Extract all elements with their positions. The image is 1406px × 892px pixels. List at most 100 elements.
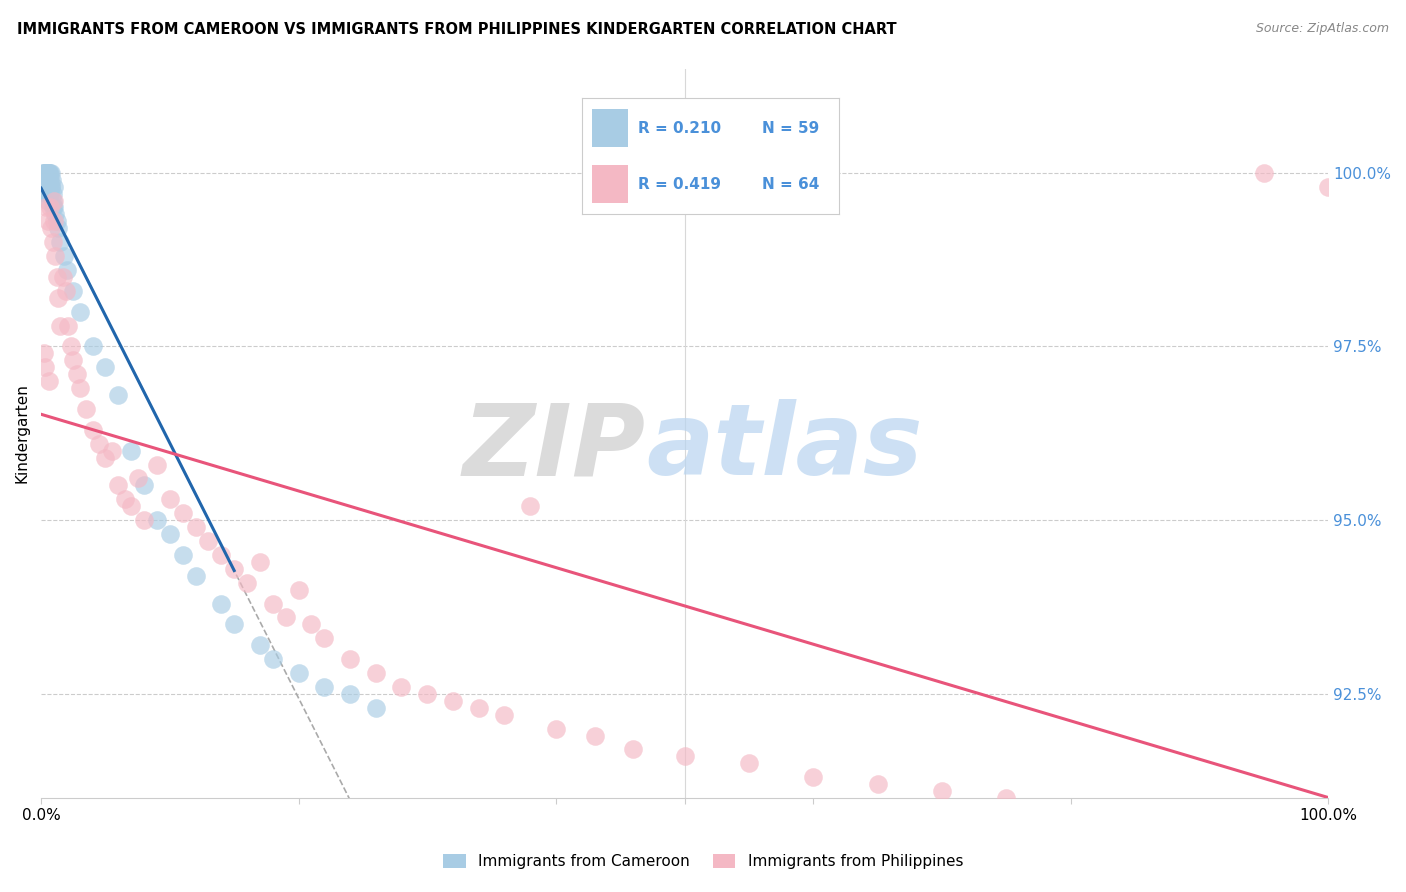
- Point: [32, 346, 55, 360]
- Point: [146, 513, 169, 527]
- Point: [127, 471, 149, 485]
- Point: [35, 166, 58, 180]
- Point: [75, 401, 97, 416]
- Point: [42, 201, 65, 215]
- Point: [339, 687, 361, 701]
- Point: [49, 235, 72, 250]
- Point: [931, 784, 953, 798]
- Point: [299, 617, 322, 632]
- Text: atlas: atlas: [645, 400, 922, 496]
- Point: [1317, 179, 1340, 194]
- Point: [224, 562, 246, 576]
- Point: [35, 166, 58, 180]
- Point: [94, 360, 117, 375]
- Point: [62, 353, 84, 368]
- Point: [45, 269, 67, 284]
- Point: [44, 249, 66, 263]
- Point: [441, 694, 464, 708]
- Point: [46, 291, 69, 305]
- Point: [236, 575, 259, 590]
- Point: [38, 186, 60, 201]
- Point: [120, 443, 142, 458]
- Point: [172, 506, 194, 520]
- Point: [42, 214, 65, 228]
- Point: [364, 665, 387, 680]
- Point: [159, 492, 181, 507]
- Point: [583, 729, 606, 743]
- Point: [69, 381, 91, 395]
- Point: [37, 179, 59, 194]
- Point: [38, 172, 60, 186]
- Point: [120, 500, 142, 514]
- Point: [391, 680, 413, 694]
- Point: [56, 263, 79, 277]
- Point: [41, 235, 63, 250]
- Point: [866, 777, 889, 791]
- Point: [249, 638, 271, 652]
- Point: [314, 632, 336, 646]
- Point: [314, 680, 336, 694]
- Point: [62, 284, 84, 298]
- Point: [107, 478, 129, 492]
- Point: [494, 707, 516, 722]
- Point: [38, 166, 60, 180]
- Point: [59, 339, 82, 353]
- Point: [249, 555, 271, 569]
- Point: [69, 304, 91, 318]
- Point: [519, 500, 541, 514]
- Point: [41, 201, 63, 215]
- Point: [37, 179, 59, 194]
- Point: [41, 221, 63, 235]
- Point: [38, 186, 60, 201]
- Point: [52, 269, 75, 284]
- Point: [209, 548, 232, 562]
- Point: [172, 548, 194, 562]
- Point: [53, 249, 76, 263]
- Point: [621, 742, 644, 756]
- Point: [416, 687, 439, 701]
- Point: [56, 318, 79, 333]
- Point: [87, 436, 110, 450]
- Text: IMMIGRANTS FROM CAMEROON VS IMMIGRANTS FROM PHILIPPINES KINDERGARTEN CORRELATION: IMMIGRANTS FROM CAMEROON VS IMMIGRANTS F…: [17, 22, 897, 37]
- Point: [34, 166, 56, 180]
- Point: [42, 179, 65, 194]
- Point: [274, 610, 297, 624]
- Text: ZIP: ZIP: [463, 400, 645, 496]
- Point: [101, 443, 124, 458]
- Point: [801, 770, 824, 784]
- Point: [39, 166, 62, 180]
- Point: [66, 368, 89, 382]
- Point: [35, 201, 58, 215]
- Point: [41, 186, 63, 201]
- Point: [738, 756, 761, 771]
- Point: [38, 166, 60, 180]
- Y-axis label: Kindergarten: Kindergarten: [15, 384, 30, 483]
- Point: [39, 172, 62, 186]
- Point: [39, 186, 62, 201]
- Point: [132, 513, 155, 527]
- Point: [46, 221, 69, 235]
- Point: [132, 478, 155, 492]
- Point: [544, 722, 567, 736]
- Point: [41, 179, 63, 194]
- Point: [159, 527, 181, 541]
- Point: [34, 166, 56, 180]
- Point: [364, 700, 387, 714]
- Point: [42, 194, 65, 208]
- Point: [35, 166, 58, 180]
- Point: [94, 450, 117, 465]
- Point: [34, 172, 56, 186]
- Point: [224, 617, 246, 632]
- Point: [34, 360, 56, 375]
- Point: [32, 166, 55, 180]
- Point: [995, 791, 1018, 805]
- Point: [673, 749, 696, 764]
- Point: [287, 665, 309, 680]
- Point: [146, 458, 169, 472]
- Point: [44, 207, 66, 221]
- Point: [339, 652, 361, 666]
- Legend: Immigrants from Cameroon, Immigrants from Philippines: Immigrants from Cameroon, Immigrants fro…: [437, 848, 969, 875]
- Point: [82, 423, 104, 437]
- Point: [34, 166, 56, 180]
- Point: [37, 194, 59, 208]
